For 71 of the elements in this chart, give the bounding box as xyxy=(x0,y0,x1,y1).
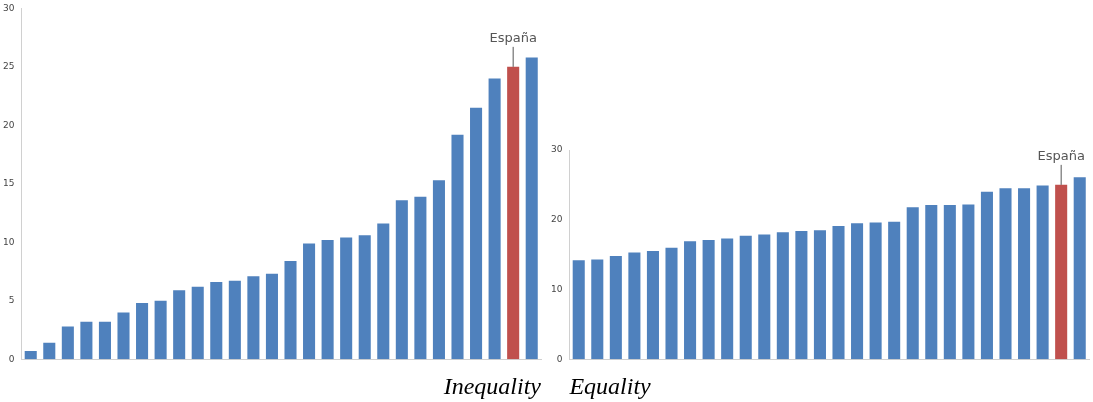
bar xyxy=(1036,185,1049,360)
bar xyxy=(1018,188,1031,360)
bar xyxy=(943,205,956,360)
bar xyxy=(98,321,111,360)
y-tick-label: 0 xyxy=(556,353,563,364)
bar xyxy=(999,188,1012,360)
bar xyxy=(154,300,167,360)
bar xyxy=(470,107,483,360)
bar xyxy=(1055,184,1068,360)
bar xyxy=(432,180,445,360)
bar xyxy=(628,252,641,360)
bar xyxy=(303,243,316,360)
bar xyxy=(776,232,789,360)
bar xyxy=(340,237,353,360)
bar xyxy=(980,191,993,360)
bar xyxy=(228,280,241,360)
bar xyxy=(795,230,808,360)
x-axis-title: Inequality xyxy=(442,372,542,399)
bar xyxy=(591,259,604,360)
bar xyxy=(925,205,938,360)
bar xyxy=(358,235,371,360)
bar xyxy=(906,207,919,360)
bar xyxy=(61,326,74,360)
bar xyxy=(832,226,845,360)
y-tick-label: 5 xyxy=(8,295,15,306)
y-tick-label: 0 xyxy=(8,353,15,364)
bar xyxy=(24,351,37,360)
y-tick-label: 10 xyxy=(551,283,563,294)
bar xyxy=(646,251,659,360)
bar xyxy=(80,321,93,360)
bar xyxy=(869,222,882,360)
bar xyxy=(888,221,901,360)
bar xyxy=(451,134,464,360)
bar xyxy=(721,238,734,360)
bar xyxy=(684,241,697,360)
bar xyxy=(265,273,278,360)
y-tick-label: 10 xyxy=(3,236,15,247)
bar xyxy=(43,342,56,360)
bar xyxy=(525,57,538,360)
bar xyxy=(377,223,390,360)
bar xyxy=(702,239,715,360)
bar xyxy=(507,66,520,360)
bar xyxy=(117,312,130,360)
bar xyxy=(395,200,408,360)
y-tick-label: 25 xyxy=(3,61,15,72)
bar xyxy=(284,260,297,360)
bar xyxy=(851,223,864,360)
y-tick-label: 20 xyxy=(551,214,563,225)
bar xyxy=(247,276,260,360)
bar xyxy=(321,239,334,360)
bar xyxy=(758,234,771,360)
bar xyxy=(962,204,975,360)
bar xyxy=(488,78,501,360)
y-tick-label: 15 xyxy=(3,178,15,189)
y-tick-label: 30 xyxy=(3,2,15,13)
annotation: España xyxy=(489,29,537,45)
bar xyxy=(609,256,622,360)
x-axis-title: Equality xyxy=(568,372,652,399)
bar xyxy=(136,303,149,360)
bar xyxy=(665,247,678,360)
y-tick-label: 20 xyxy=(3,119,15,130)
bar xyxy=(210,282,223,360)
bar xyxy=(572,260,585,360)
bar xyxy=(173,290,186,360)
y-tick-label: 30 xyxy=(551,144,563,155)
bar xyxy=(739,235,752,360)
annotation: España xyxy=(1037,147,1085,163)
bar xyxy=(191,286,204,360)
bar xyxy=(813,230,826,360)
bar xyxy=(414,196,427,360)
bar xyxy=(1073,177,1086,360)
